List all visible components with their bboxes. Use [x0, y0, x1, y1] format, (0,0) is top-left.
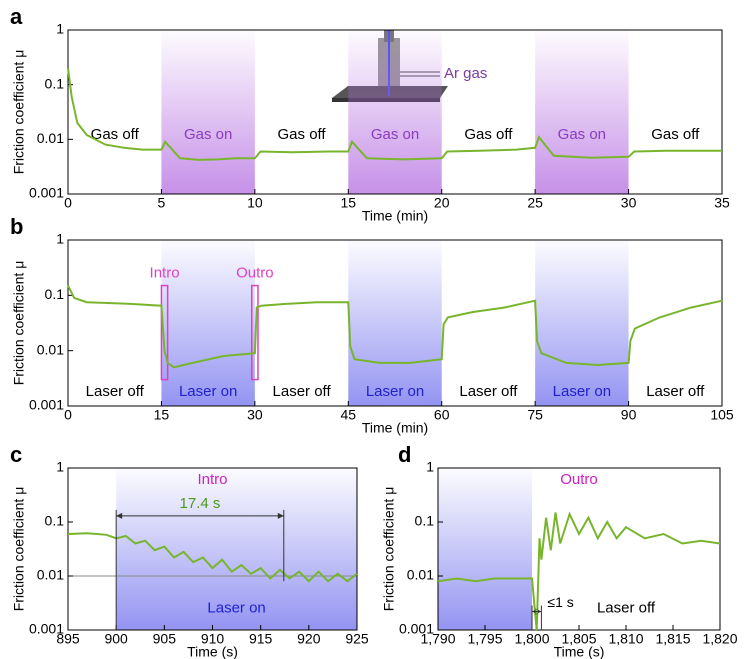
x-axis-label: Time (min) — [362, 420, 428, 436]
segment-label: Laser on — [553, 383, 611, 400]
segment-label: Gas off — [91, 126, 140, 143]
x-tick-label: 30 — [621, 195, 637, 211]
shaded-region — [348, 30, 442, 194]
x-tick-label: 0 — [64, 407, 72, 423]
x-tick-label: 25 — [527, 195, 543, 211]
y-tick-label: 0.001 — [29, 185, 64, 201]
panel-title: Intro — [197, 471, 227, 488]
y-axis-label: Friction coefficient μ — [11, 487, 27, 612]
shaded-region — [438, 468, 532, 630]
x-tick-label: 905 — [153, 631, 177, 647]
segment-label: Laser on — [366, 383, 424, 400]
x-tick-label: 75 — [527, 407, 543, 423]
panel-letter: c — [10, 442, 22, 467]
data-line — [67, 285, 723, 369]
highlight-box — [250, 284, 259, 381]
segment-label: Laser off — [459, 383, 518, 400]
interval-label: 17.4 s — [180, 495, 221, 512]
x-tick-label: 910 — [201, 631, 225, 647]
x-tick-label: 35 — [714, 195, 730, 211]
segment-label: Laser off — [597, 599, 656, 616]
segment-label: Laser on — [207, 599, 265, 616]
x-tick-label: 1,795 — [467, 631, 502, 647]
segment-label: Laser off — [86, 383, 145, 400]
y-tick-label: 0.1 — [45, 75, 65, 91]
segment-label: Gas off — [651, 126, 700, 143]
box-label: Outro — [236, 265, 274, 282]
y-tick-label: 0.1 — [45, 286, 65, 302]
data-line — [67, 532, 358, 583]
segment-label: Gas off — [278, 126, 327, 143]
segment-label: Laser on — [179, 383, 237, 400]
y-tick-label: 0.1 — [415, 513, 435, 529]
x-tick-label: 920 — [297, 631, 321, 647]
y-tick-label: 0.001 — [399, 621, 434, 637]
x-tick-label: 1,820 — [702, 631, 737, 647]
x-tick-label: 5 — [158, 195, 166, 211]
x-tick-label: 105 — [710, 407, 734, 423]
x-tick-label: 30 — [247, 407, 263, 423]
y-tick-label: 0.01 — [407, 567, 434, 583]
x-axis-label: Time (min) — [362, 208, 428, 224]
panel-letter: b — [10, 214, 23, 239]
data-line — [437, 511, 721, 631]
data-line — [67, 68, 722, 161]
x-tick-label: 925 — [345, 631, 369, 647]
panel-title: Outro — [560, 471, 598, 488]
x-tick-label: 1,805 — [561, 631, 596, 647]
x-tick-label: 15 — [154, 407, 170, 423]
y-axis-label: Friction coefficient μ — [11, 50, 27, 175]
panel-letter: d — [398, 442, 411, 467]
segment-label: Laser off — [273, 383, 332, 400]
arrow-head — [532, 608, 542, 615]
box-label: Intro — [150, 265, 180, 282]
x-tick-label: 90 — [621, 407, 637, 423]
shaded-region — [535, 30, 629, 194]
plot-frame — [67, 239, 723, 407]
x-tick-label: 900 — [104, 631, 128, 647]
inset-label: Ar gas — [444, 65, 487, 82]
x-axis-label: Time (s) — [554, 644, 605, 659]
segment-label: Gas off — [464, 126, 513, 143]
x-tick-label: 1,790 — [420, 631, 455, 647]
y-tick-label: 1 — [56, 231, 64, 247]
shaded-region — [161, 30, 255, 194]
segment-label: Laser off — [646, 383, 705, 400]
highlight-box — [160, 284, 169, 381]
x-tick-label: 915 — [249, 631, 273, 647]
x-tick-label: 895 — [56, 631, 80, 647]
shaded-region — [348, 240, 442, 406]
y-tick-label: 1 — [56, 459, 64, 475]
plot-frame — [67, 29, 723, 195]
x-tick-label: 15 — [340, 195, 356, 211]
x-tick-label: 0 — [64, 195, 72, 211]
interval-label: ≤1 s — [547, 594, 573, 610]
y-axis-label: Friction coefficient μ — [381, 487, 397, 612]
x-tick-label: 1,815 — [655, 631, 690, 647]
y-tick-label: 0.1 — [45, 513, 65, 529]
y-axis-label: Friction coefficient μ — [11, 261, 27, 386]
y-tick-label: 0.01 — [37, 130, 64, 146]
segment-label: Gas on — [371, 126, 419, 143]
x-tick-label: 60 — [434, 407, 450, 423]
x-tick-label: 1,800 — [514, 631, 549, 647]
y-tick-label: 0.001 — [29, 621, 64, 637]
x-tick-label: 45 — [340, 407, 356, 423]
x-tick-label: 20 — [434, 195, 450, 211]
x-tick-label: 1,810 — [608, 631, 643, 647]
x-tick-label: 10 — [247, 195, 263, 211]
y-tick-label: 1 — [56, 21, 64, 37]
shaded-region — [161, 240, 255, 406]
y-tick-label: 0.01 — [37, 341, 64, 357]
segment-label: Gas on — [184, 126, 232, 143]
y-tick-label: 0.01 — [37, 567, 64, 583]
panel-letter: a — [10, 4, 23, 29]
shaded-region — [535, 240, 629, 406]
y-tick-label: 0.001 — [29, 397, 64, 413]
segment-label: Gas on — [558, 126, 606, 143]
x-axis-label: Time (s) — [187, 644, 238, 659]
y-tick-label: 1 — [426, 459, 434, 475]
